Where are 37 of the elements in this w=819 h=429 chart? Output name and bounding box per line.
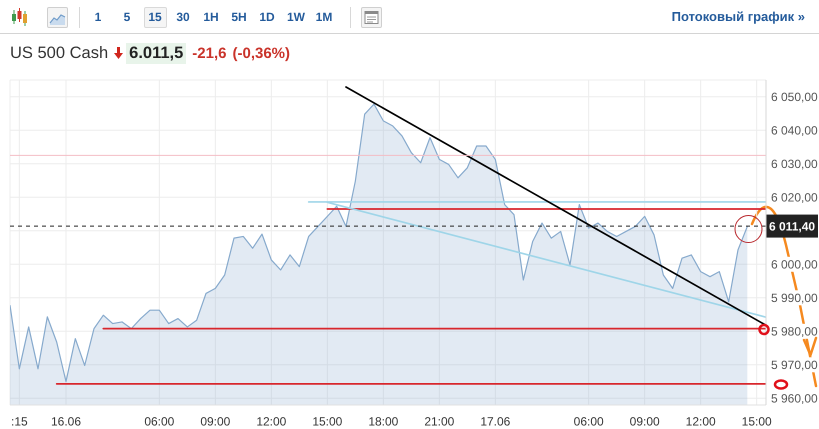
chart-title: US 500 Cash (10, 44, 108, 62)
x-tick-label: 06:00 (144, 414, 175, 429)
y-tick-label: 6 000,00 (771, 257, 818, 272)
text: 5H (231, 10, 247, 24)
text: 1W (287, 10, 305, 24)
y-tick-label: 6 030,00 (771, 156, 818, 171)
x-tick-label: 21:00 (424, 414, 455, 429)
text: 30 (176, 10, 190, 24)
text: 1H (203, 10, 219, 24)
text: 15 (148, 10, 162, 24)
text: 5 (124, 10, 130, 24)
x-tick-label: 06:00 (574, 414, 604, 429)
x-tick-label: 12:00 (686, 414, 716, 429)
text: 1D (259, 10, 275, 24)
y-tick-label: 5 970,00 (771, 358, 818, 372)
text: 6.011,5 (129, 44, 184, 62)
x-tick-label: 12:00 (256, 414, 287, 429)
x-tick-label: 16.06 (50, 414, 82, 429)
text: -21,6 (192, 44, 226, 62)
ref-line-label: 6 011,40 (769, 220, 816, 234)
y-tick-label: 5 960,00 (771, 391, 818, 406)
x-tick-label: 18:00 (368, 414, 399, 429)
x-tick-label: 15:00 (312, 414, 343, 429)
y-tick-label: 5 990,00 (771, 290, 818, 305)
y-tick-label: 6 040,00 (771, 123, 818, 138)
x-tick-label: 09:00 (630, 414, 660, 429)
y-tick-label: 6 020,00 (771, 190, 818, 204)
x-tick-label: :15 (10, 414, 28, 429)
x-tick-label: 15:00 (742, 414, 772, 429)
text: 1M (316, 10, 332, 24)
x-tick-label: 17.06 (480, 414, 511, 429)
text: Потоковый график » (672, 9, 805, 24)
y-tick-label: 5 980,00 (771, 324, 818, 338)
text: (-0,36%) (232, 44, 290, 62)
y-tick-label: 6 050,00 (771, 90, 818, 104)
x-tick-label: 09:00 (200, 414, 231, 429)
text: 1 (94, 10, 102, 24)
